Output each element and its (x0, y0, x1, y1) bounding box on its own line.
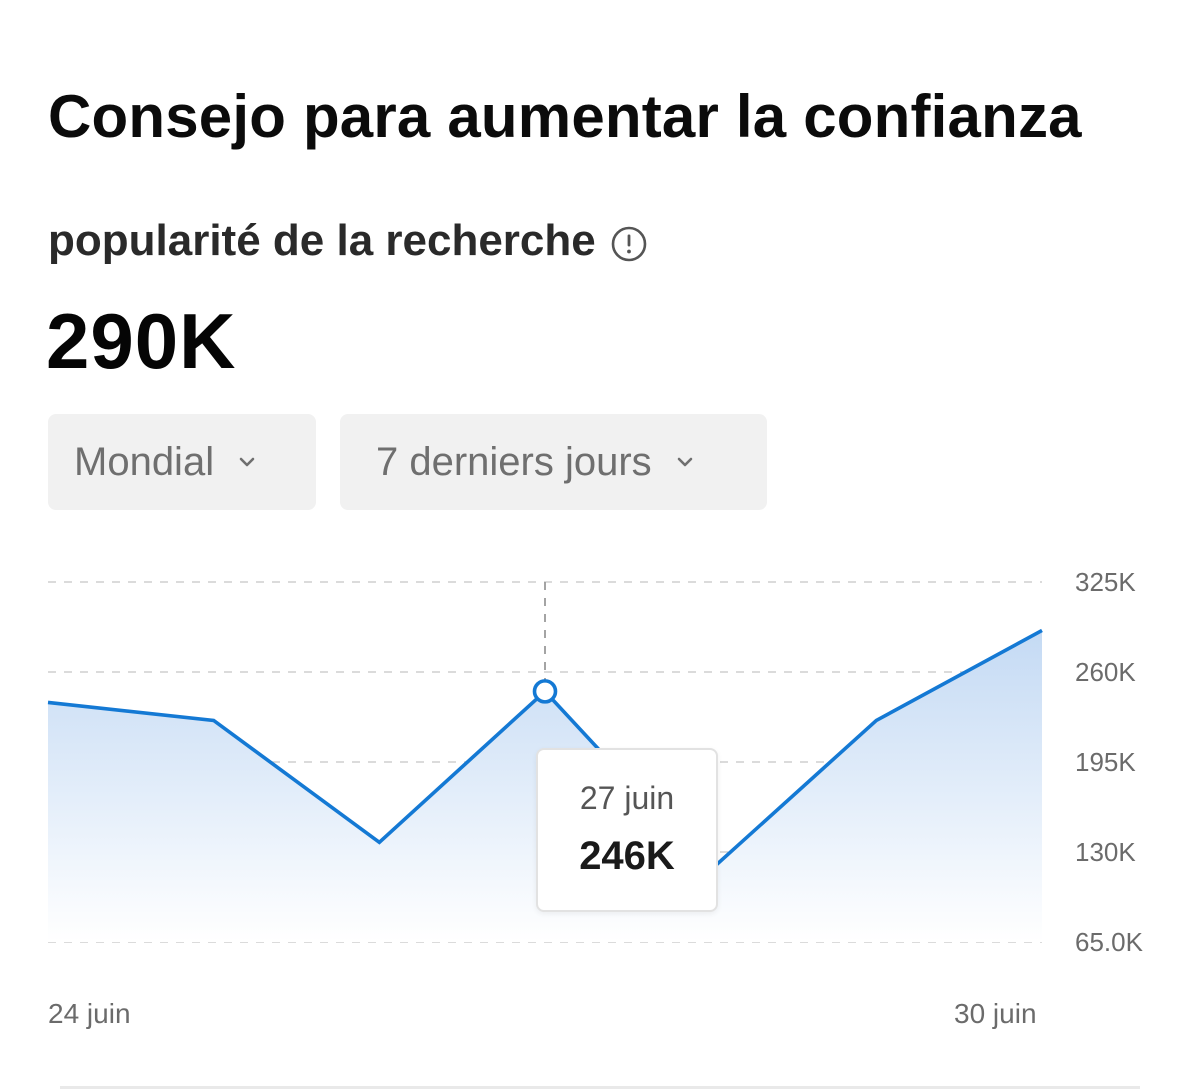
chevron-down-icon (674, 451, 696, 473)
y-tick-label: 130K (1075, 837, 1136, 867)
period-dropdown-label: 7 derniers jours (376, 439, 652, 484)
chart-tooltip: 27 juin 246K (536, 748, 718, 912)
y-tick-label: 260K (1075, 657, 1136, 687)
data-point[interactable] (369, 832, 389, 852)
x-tick-label-start: 24 juin (48, 998, 131, 1029)
divider (60, 1086, 1140, 1089)
x-tick-label-end: 30 juin (954, 998, 1037, 1029)
y-tick-label: 65.0K (1075, 927, 1144, 957)
data-point[interactable] (38, 692, 58, 712)
tooltip-value: 246K (579, 834, 675, 878)
period-dropdown[interactable]: 7 derniers jours (340, 414, 767, 510)
metric-label: popularité de la recherche (48, 216, 596, 265)
metric-header: popularité de la recherche (48, 216, 648, 266)
tooltip-date: 27 juin (579, 780, 675, 816)
data-point[interactable] (866, 710, 886, 730)
page-title: Consejo para aumentar la confianza (48, 83, 1082, 150)
chevron-down-icon (236, 451, 258, 473)
y-tick-label: 325K (1075, 567, 1136, 597)
region-dropdown[interactable]: Mondial (48, 414, 316, 510)
highlighted-point[interactable] (532, 679, 558, 704)
data-point[interactable] (204, 710, 224, 730)
region-dropdown-label: Mondial (74, 439, 215, 484)
metric-value: 290K (46, 297, 237, 385)
data-point[interactable] (1032, 620, 1052, 640)
info-circle-icon[interactable] (610, 225, 648, 263)
y-tick-label: 195K (1075, 747, 1136, 777)
